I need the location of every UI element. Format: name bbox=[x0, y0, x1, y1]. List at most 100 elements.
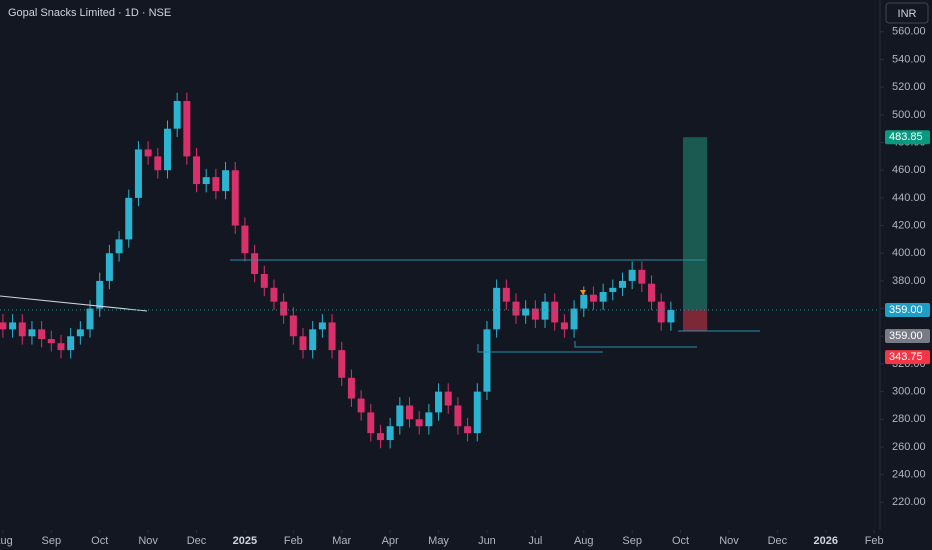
candle-body bbox=[183, 101, 191, 157]
candle-body bbox=[18, 322, 26, 337]
x-tick-label: Sep bbox=[42, 535, 62, 547]
candle-body bbox=[541, 301, 549, 320]
candle-body bbox=[67, 336, 75, 351]
support-line bbox=[477, 344, 603, 353]
y-tick-label: 280.00 bbox=[892, 413, 926, 425]
candle-body bbox=[667, 309, 675, 323]
candle-body bbox=[396, 405, 404, 427]
candle-body bbox=[570, 308, 578, 330]
candle-body bbox=[134, 149, 142, 198]
price-label: 483.85 bbox=[889, 131, 923, 143]
price-label-box bbox=[885, 328, 930, 343]
x-tick-label: Jul bbox=[528, 535, 542, 547]
candle-body bbox=[386, 426, 394, 441]
support-line bbox=[574, 341, 697, 348]
candle-body bbox=[299, 336, 307, 351]
x-tick-label: Apr bbox=[382, 535, 399, 547]
candle-body bbox=[444, 391, 452, 406]
candle-body bbox=[212, 177, 220, 191]
candle-body bbox=[9, 322, 17, 330]
candle-body bbox=[222, 170, 230, 191]
candle-body bbox=[260, 273, 268, 288]
x-tick-label: Nov bbox=[138, 535, 158, 547]
chart-title: Gopal Snacks Limited · 1D · NSE bbox=[8, 7, 171, 19]
trend-line bbox=[0, 295, 148, 312]
candle-body bbox=[0, 322, 7, 330]
candle-body bbox=[464, 426, 472, 434]
price-label: 343.75 bbox=[889, 351, 923, 363]
price-label: 359.00 bbox=[889, 330, 923, 342]
price-label-box bbox=[885, 350, 930, 365]
x-tick-label: Oct bbox=[672, 535, 689, 547]
y-tick-label: 220.00 bbox=[892, 496, 926, 508]
y-tick-label: 300.00 bbox=[892, 386, 926, 398]
x-tick-label: Feb bbox=[865, 535, 884, 547]
x-tick-label: Sep bbox=[622, 535, 642, 547]
candle-body bbox=[493, 287, 501, 330]
candle-body bbox=[28, 329, 36, 337]
candle-body bbox=[347, 377, 355, 399]
candle-body bbox=[251, 253, 259, 274]
y-tick-label: 380.00 bbox=[892, 275, 926, 287]
candle-body bbox=[473, 391, 481, 434]
candle-body bbox=[280, 301, 288, 316]
candle-body bbox=[551, 301, 559, 323]
candle-body bbox=[241, 225, 249, 254]
y-tick-label: 460.00 bbox=[892, 164, 926, 176]
x-tick-label: May bbox=[428, 535, 449, 547]
currency[interactable]: INR bbox=[898, 8, 917, 20]
candle-body bbox=[318, 322, 326, 330]
candle-body bbox=[367, 412, 375, 434]
x-tick-label: Aug bbox=[574, 535, 594, 547]
candle-body bbox=[638, 269, 646, 284]
candle-body bbox=[357, 398, 365, 413]
y-tick-label: 260.00 bbox=[892, 441, 926, 453]
candle-body bbox=[589, 294, 597, 302]
candle-body bbox=[406, 405, 414, 420]
candle-body bbox=[309, 329, 317, 351]
y-tick-label: 520.00 bbox=[892, 81, 926, 93]
candle-body bbox=[328, 322, 336, 351]
candle-body bbox=[580, 294, 588, 309]
y-tick-label: 540.00 bbox=[892, 53, 926, 65]
candle-body bbox=[86, 308, 94, 330]
plot bbox=[0, 92, 708, 449]
candle-body bbox=[144, 149, 152, 157]
candle-body bbox=[599, 291, 607, 302]
candle-body bbox=[376, 433, 384, 441]
y-tick-label: 440.00 bbox=[892, 192, 926, 204]
candle-body bbox=[105, 253, 113, 281]
currency-box[interactable] bbox=[885, 2, 929, 24]
candle-body bbox=[289, 315, 297, 337]
candle-body bbox=[531, 308, 539, 320]
candle-body bbox=[512, 301, 520, 316]
candle-body bbox=[76, 329, 84, 337]
candle-body bbox=[657, 301, 665, 323]
x-tick-label: Oct bbox=[91, 535, 108, 547]
candle-body bbox=[609, 287, 617, 292]
candle-body bbox=[618, 280, 626, 288]
candle-body bbox=[522, 308, 530, 316]
marker bbox=[580, 290, 586, 295]
candle-body bbox=[193, 156, 201, 185]
y-tick-label: 240.00 bbox=[892, 469, 926, 481]
candle-body bbox=[483, 329, 491, 392]
candle-body bbox=[154, 156, 162, 171]
x-tick-label: Dec bbox=[768, 535, 788, 547]
x-tick-label: 2026 bbox=[814, 535, 838, 547]
candle-body bbox=[270, 287, 278, 302]
candle-body bbox=[231, 170, 239, 226]
price-label: 359.00 bbox=[889, 304, 923, 316]
candle-body bbox=[648, 283, 656, 302]
y-tick-label: 400.00 bbox=[892, 247, 926, 259]
x-tick-label: Aug bbox=[0, 535, 13, 547]
candle-body bbox=[163, 128, 171, 171]
y-tick-label: 420.00 bbox=[892, 219, 926, 231]
stop-zone bbox=[682, 309, 708, 332]
x-tick-label: Nov bbox=[719, 535, 739, 547]
candle-body bbox=[38, 329, 46, 340]
candle-body bbox=[454, 405, 462, 427]
